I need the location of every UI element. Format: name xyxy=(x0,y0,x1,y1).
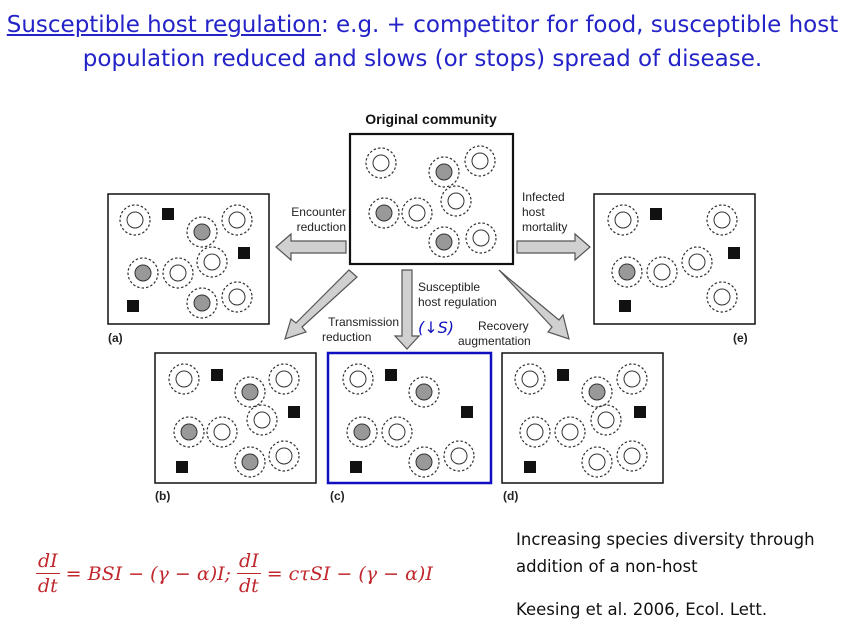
encounter-arrow xyxy=(275,232,347,262)
svg-text:Recovery: Recovery xyxy=(478,319,529,333)
svg-text:Transmission: Transmission xyxy=(328,315,399,329)
slide-title: Susceptible host regulation: e.g. + comp… xyxy=(0,8,845,76)
panel-e xyxy=(593,193,756,325)
panel-c xyxy=(326,351,493,485)
transmission-label: Transmission reduction xyxy=(322,315,399,344)
panel-original xyxy=(348,132,515,266)
title-underlined: Susceptible host regulation xyxy=(6,12,321,38)
infected-label: Infected host mortality xyxy=(522,190,567,234)
diversity-note: Increasing species diversity through add… xyxy=(516,530,815,576)
title-rest: : e.g. + competitor for food, susceptibl… xyxy=(82,12,839,72)
recovery-label: Recovery augmentation xyxy=(458,319,531,348)
panel-b xyxy=(154,352,317,484)
susceptible-arrow xyxy=(393,269,421,350)
susceptible-label: Susceptible host regulation xyxy=(418,280,497,309)
original-community-label: Original community xyxy=(365,111,497,127)
encounter-label: Encounter reduction xyxy=(291,205,346,234)
svg-text:Encounter: Encounter xyxy=(291,205,346,219)
panel-a xyxy=(107,193,270,325)
panel-d-letter: (d) xyxy=(503,489,518,503)
svg-text:mortality: mortality xyxy=(522,220,567,234)
recovery-arrow xyxy=(498,269,570,340)
panel-a-letter: (a) xyxy=(108,331,123,345)
citation: Keesing et al. 2006, Ecol. Lett. xyxy=(516,600,768,619)
svg-text:host: host xyxy=(522,205,545,219)
svg-text:Susceptible: Susceptible xyxy=(418,280,480,294)
infected-arrow xyxy=(516,232,591,262)
svg-text:augmentation: augmentation xyxy=(458,334,531,348)
svg-text:host regulation: host regulation xyxy=(418,295,497,309)
arrows xyxy=(275,232,591,350)
fraction-1: dI dt xyxy=(36,550,60,597)
fraction-1-num: dI xyxy=(36,550,60,574)
fraction-1-den: dt xyxy=(37,575,58,597)
equation: dI dt = BSI − (γ − α)I; dI dt = cτSI − (… xyxy=(32,550,435,597)
fraction-2: dI dt xyxy=(237,550,261,597)
svg-text:Infected: Infected xyxy=(522,190,565,204)
down-s-annotation: (↓S) xyxy=(418,318,454,337)
fraction-2-den: dt xyxy=(238,575,259,597)
panel-c-letter: (c) xyxy=(330,489,345,503)
panel-e-letter: (e) xyxy=(733,331,748,345)
panel-b-letter: (b) xyxy=(155,489,170,503)
panel-d xyxy=(501,352,664,484)
transmission-arrow xyxy=(284,269,358,340)
equation-part-1: = BSI − (γ − α)I; xyxy=(65,562,232,585)
svg-text:reduction: reduction xyxy=(322,330,371,344)
svg-text:reduction: reduction xyxy=(297,220,346,234)
equation-part-2: = cτSI − (γ − α)I xyxy=(266,562,433,585)
fraction-2-num: dI xyxy=(237,550,261,574)
